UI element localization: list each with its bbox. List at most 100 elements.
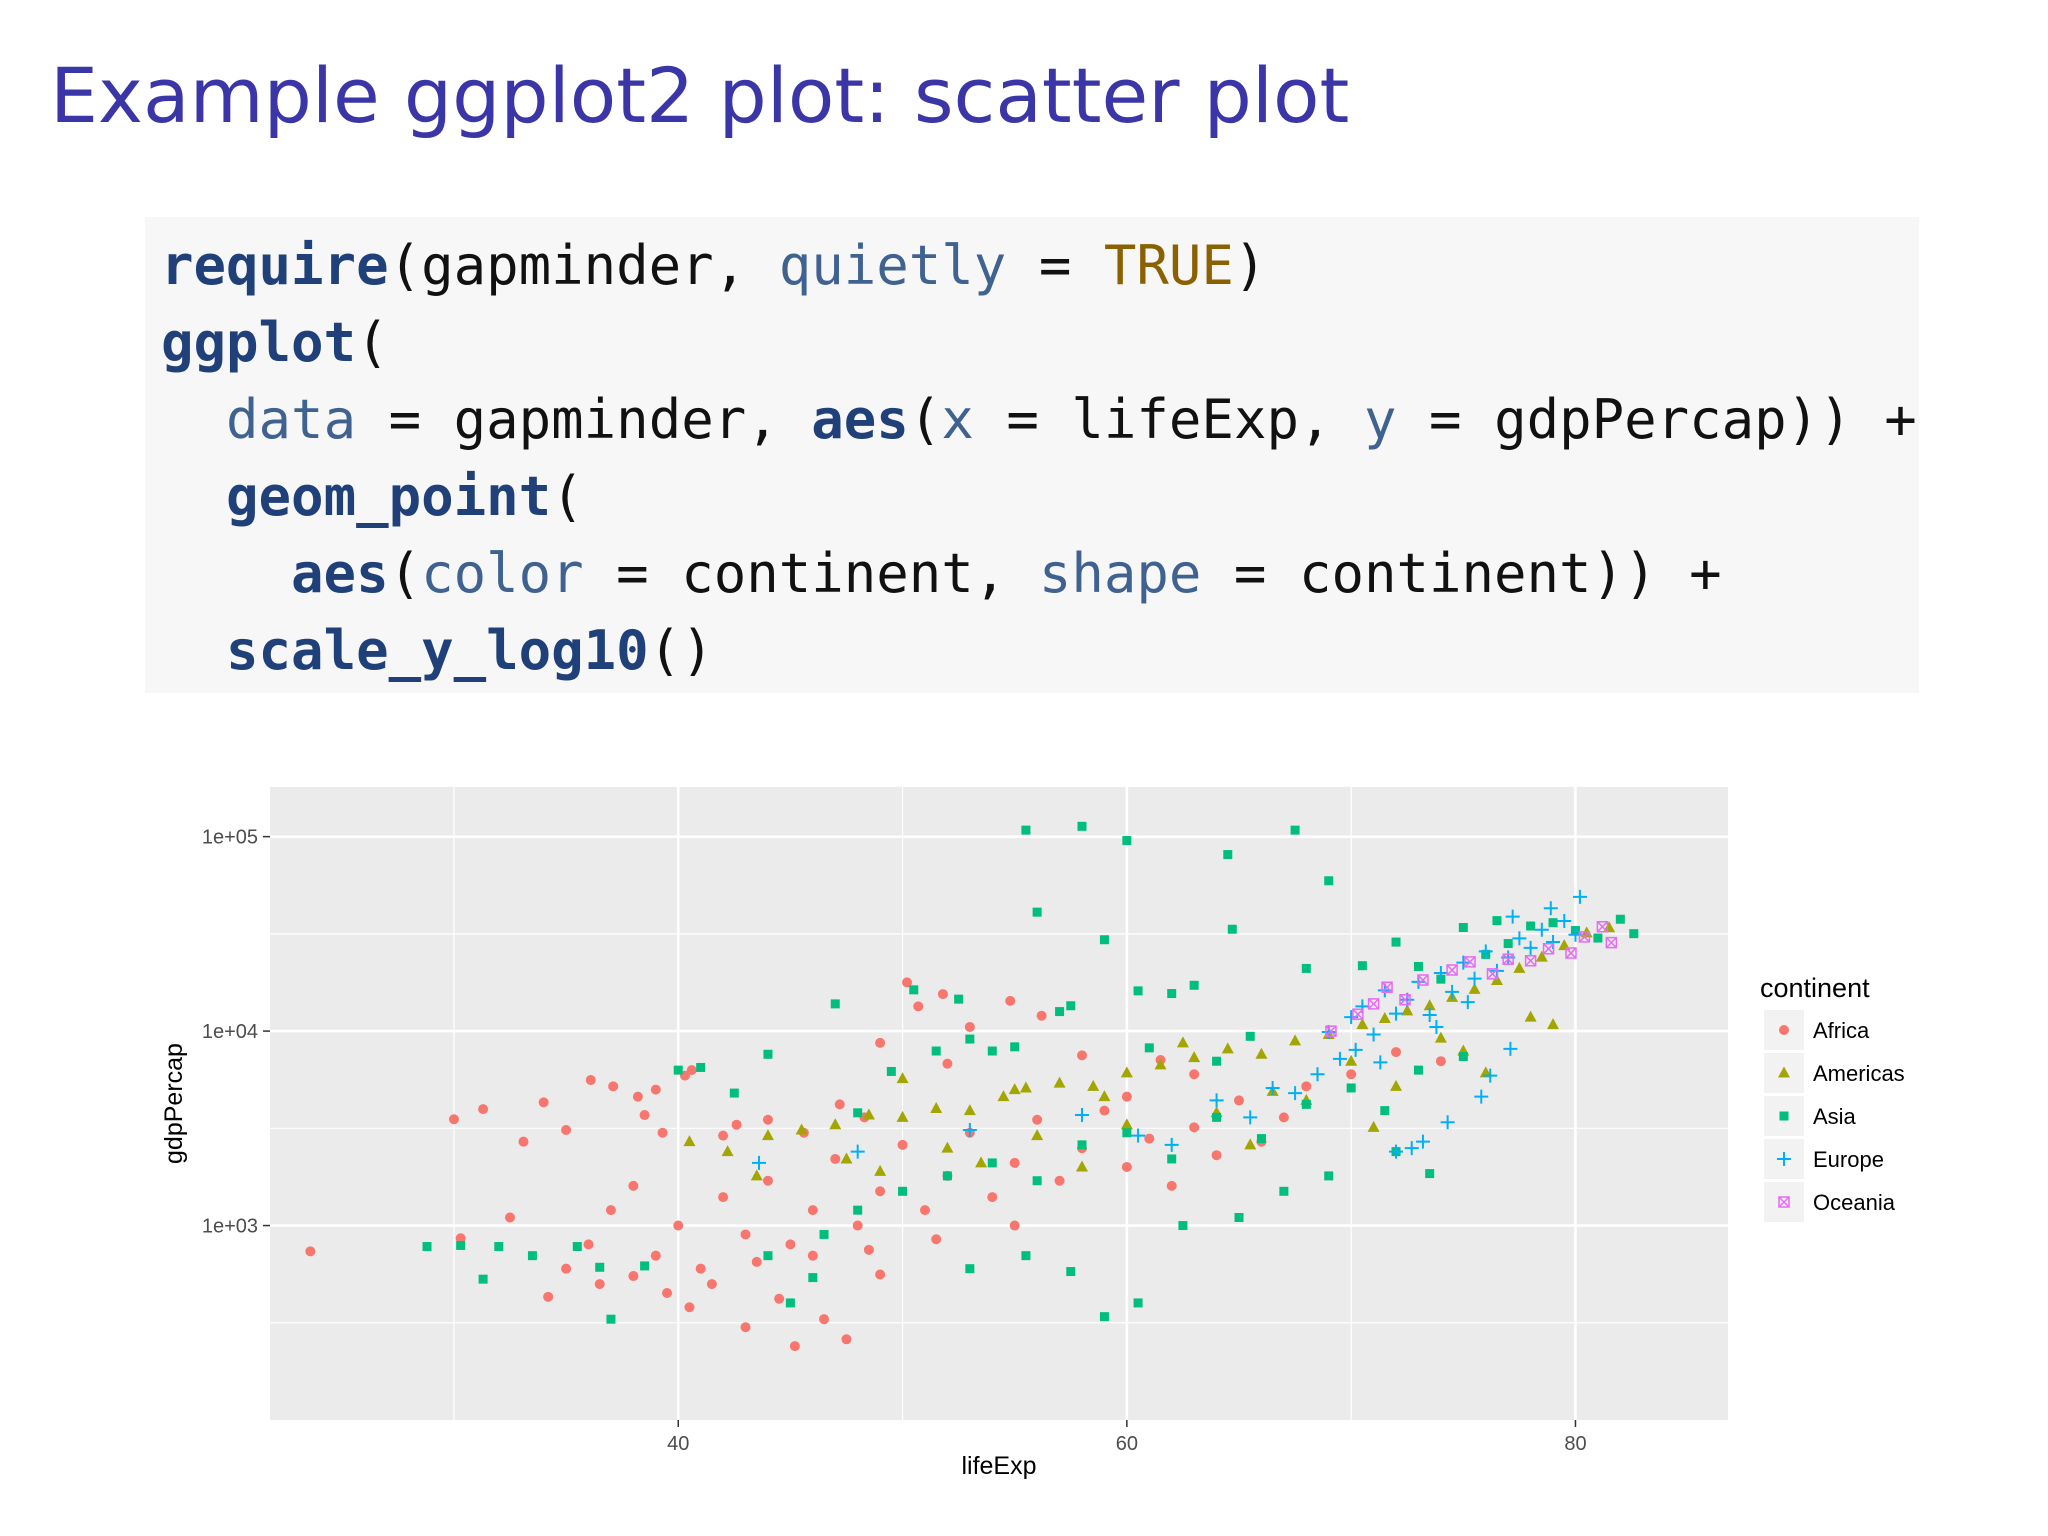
point-europe [1440,1115,1455,1130]
point-asia [830,999,840,1009]
code-constant: TRUE [1103,234,1234,297]
code-function: aes [291,542,389,605]
point-africa [583,1239,594,1250]
point-africa [650,1084,661,1095]
point-oceania [1381,981,1393,994]
point-americas [1075,1160,1088,1172]
point-europe [1534,922,1549,937]
point-asia [1615,914,1625,924]
y-tick-label: 1e+04 [202,1021,258,1043]
point-americas [1120,1118,1133,1130]
point-asia [1133,986,1143,996]
point-africa [448,1114,459,1125]
point-americas [1188,1051,1201,1063]
point-africa [875,1186,886,1197]
code-function: scale_y_log10 [226,619,649,682]
point-asia [1032,1176,1042,1186]
point-americas [1098,1090,1111,1102]
point-asia [954,994,964,1004]
x-tick-label: 60 [1116,1433,1138,1455]
code-function: aes [811,388,909,451]
point-europe [1445,984,1460,999]
point-americas [1390,1079,1403,1091]
point-africa [834,1099,845,1110]
point-europe [1512,931,1527,946]
point-africa [807,1250,818,1261]
point-asia [1167,989,1177,999]
point-asia [1279,1186,1289,1196]
point-americas [750,1169,763,1181]
y-tick-label: 1e+05 [202,827,258,849]
point-europe [1456,955,1471,970]
point-asia [1133,1298,1143,1308]
x-axis-label: lifeExp [961,1452,1036,1480]
point-europe [1429,1019,1444,1034]
legend-marker-oceania [1778,1196,1790,1208]
point-africa [789,1341,800,1352]
point-americas [1468,982,1481,994]
point-asia [909,985,919,995]
point-asia [456,1240,466,1250]
point-asia [1290,825,1300,835]
point-africa [605,1205,616,1216]
point-americas [1255,1047,1268,1059]
point-africa [1435,1056,1446,1067]
point-asia [1413,1065,1423,1075]
point-africa [684,1302,695,1313]
point-asia [1413,961,1423,971]
point-africa [1009,1220,1020,1231]
point-asia [1227,924,1237,934]
point-africa [718,1130,729,1141]
point-asia [494,1242,504,1252]
legend-marker-europe [1777,1152,1791,1166]
axis-ticks [263,835,1577,1427]
point-americas [1019,1081,1032,1093]
point-asia [1526,921,1536,931]
point-europe [1474,1089,1489,1104]
point-asia [729,1088,739,1098]
grid-major [270,787,1728,1420]
point-americas [795,1123,808,1135]
code-line-5: aes(color = continent, shape = continent… [161,535,1919,612]
point-asia [763,1049,773,1059]
code-argument: shape [1038,542,1202,605]
point-africa [505,1212,516,1223]
point-africa [897,1139,908,1150]
code-line-1: require(gapminder, quietly = TRUE) [161,227,1919,304]
legend: continent Africa Americas Asia Europe Oceani… [1760,973,1905,1222]
point-europe [1265,1080,1280,1095]
point-europe [1572,889,1587,904]
point-asia [422,1242,432,1252]
point-americas [1031,1129,1044,1141]
point-oceania [1399,993,1411,1006]
point-europe [1131,1128,1146,1143]
point-africa [731,1119,742,1130]
point-asia [1122,836,1132,846]
point-africa [1099,1105,1110,1116]
point-africa [942,1058,953,1069]
point-africa [931,1234,942,1245]
point-africa [987,1192,998,1203]
point-americas [1434,1031,1447,1043]
point-americas [975,1156,988,1168]
point-asia [1144,1043,1154,1053]
point-africa [1076,1050,1087,1061]
point-africa [964,1021,975,1032]
point-asia [1458,922,1468,932]
point-africa [561,1124,572,1135]
point-asia [1324,1171,1334,1181]
point-asia [696,1062,706,1072]
point-americas [997,1090,1010,1102]
point-africa [1166,1180,1177,1191]
point-africa [863,1244,874,1255]
point-asia [1357,961,1367,971]
point-europe [1389,1144,1404,1159]
code-line-2: ggplot( [161,304,1919,381]
legend-label-oceania: Oceania [1813,1190,1896,1215]
point-asia [1055,1007,1065,1017]
point-africa [902,977,913,988]
point-africa [1346,1069,1357,1080]
point-asia [1212,1112,1222,1122]
code-punct: ( [388,234,422,297]
point-oceania [1367,998,1380,1010]
